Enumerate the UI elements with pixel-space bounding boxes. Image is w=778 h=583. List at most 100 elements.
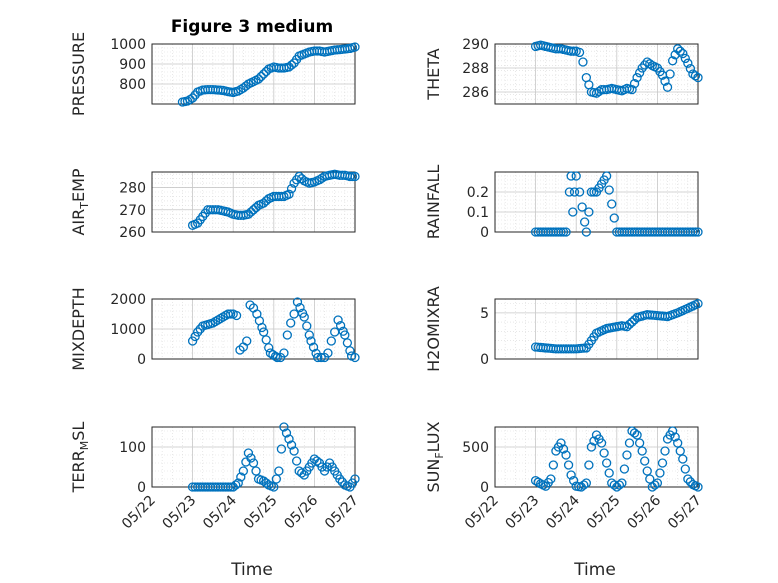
- data-point: [580, 217, 590, 227]
- y-tick-label: 500: [462, 440, 489, 456]
- data-point: [655, 468, 665, 478]
- panel-4: 0 0.1 0.2 RAINFALL: [424, 165, 703, 241]
- data-point: [652, 478, 663, 488]
- data-point: [622, 322, 632, 332]
- data-point: [281, 428, 292, 438]
- data-point: [533, 477, 543, 487]
- x-tick-label: 05/25: [584, 493, 624, 533]
- data-point: [308, 342, 319, 352]
- axes-box: [151, 171, 356, 233]
- data-point: [556, 438, 566, 448]
- data-point: [660, 76, 670, 86]
- data-point: [599, 448, 609, 458]
- data-point: [673, 44, 683, 54]
- data-point: [530, 475, 541, 486]
- data-point: [690, 71, 701, 81]
- y-tick-label: 0: [480, 480, 489, 496]
- data-point: [231, 310, 242, 321]
- y-axis-label: H2OMIXRA: [424, 286, 443, 372]
- data-point: [284, 189, 294, 199]
- data-point: [629, 315, 640, 325]
- data-point: [662, 82, 673, 92]
- data-point: [579, 480, 589, 490]
- data-point: [190, 331, 200, 342]
- y-tick-label: 0: [480, 352, 489, 368]
- data-point: [680, 464, 690, 474]
- data-point: [253, 74, 264, 84]
- data-point: [667, 56, 678, 66]
- data-point: [596, 438, 607, 448]
- y-tick-label: 260: [119, 225, 146, 241]
- data-point: [350, 171, 360, 182]
- data-point: [693, 298, 703, 309]
- data-point: [286, 318, 296, 328]
- y-axis-label: RAINFALL: [424, 165, 443, 240]
- y-tick-label: 288: [462, 61, 489, 77]
- data-point: [223, 309, 233, 319]
- data-point: [688, 227, 698, 237]
- data-point: [282, 330, 292, 340]
- y-axis-label: THETA: [424, 48, 443, 100]
- data-point: [236, 472, 246, 482]
- data-point: [242, 336, 252, 346]
- data-point: [645, 59, 655, 69]
- data-point: [657, 458, 668, 468]
- data-point: [693, 72, 703, 83]
- data-point: [568, 207, 578, 217]
- data-point: [627, 84, 637, 95]
- data-point: [683, 474, 693, 484]
- y-axis-label: MIXDEPTH: [69, 287, 88, 370]
- data-point: [609, 213, 619, 223]
- y-tick-label: 1000: [110, 322, 146, 338]
- data-point: [602, 171, 612, 181]
- data-point: [619, 464, 630, 474]
- data-point: [548, 460, 559, 470]
- data-point: [246, 453, 256, 463]
- x-tick-label: 05/26: [624, 492, 664, 532]
- axes-box: [151, 43, 356, 105]
- data-point: [574, 187, 585, 197]
- data-point: [276, 444, 287, 454]
- data-point: [566, 470, 576, 480]
- data-point: [670, 432, 680, 442]
- data-point: [607, 199, 617, 209]
- data-point: [274, 466, 284, 476]
- data-point: [350, 42, 360, 52]
- data-point: [350, 352, 360, 363]
- data-point: [316, 352, 326, 363]
- x-tick-label: 05/24: [543, 492, 583, 532]
- data-point: [326, 336, 336, 346]
- axes-box: [494, 171, 699, 233]
- data-point: [333, 315, 343, 325]
- y-tick-label: 290: [462, 37, 489, 53]
- y-tick-label: 2000: [110, 292, 146, 308]
- data-point: [642, 466, 652, 476]
- data-point: [680, 53, 690, 64]
- data-point: [187, 336, 198, 346]
- data-point: [345, 171, 355, 182]
- y-tick-label: 0.2: [467, 185, 489, 201]
- data-point: [602, 458, 612, 468]
- y-tick-label: 280: [119, 181, 146, 197]
- data-point: [637, 446, 647, 456]
- y-axis-label: TERRMSL: [69, 422, 91, 494]
- data-point: [323, 348, 333, 358]
- data-point: [665, 69, 675, 79]
- data-point: [248, 458, 259, 468]
- data-point: [299, 312, 309, 322]
- y-tick-label: 5: [480, 306, 489, 322]
- data-point: [685, 63, 696, 74]
- x-tick-label: 05/27: [665, 493, 705, 533]
- data-point: [286, 60, 297, 70]
- data-point: [678, 48, 688, 59]
- data-point: [226, 309, 236, 319]
- data-point: [645, 474, 655, 484]
- data-point: [313, 352, 323, 363]
- x-axis-label-left: Time: [230, 560, 273, 580]
- data-point: [335, 474, 345, 484]
- data-point: [270, 351, 281, 362]
- data-point: [286, 184, 297, 194]
- data-point: [279, 348, 289, 358]
- data-point: [271, 474, 281, 484]
- x-tick-label: 05/27: [322, 493, 362, 533]
